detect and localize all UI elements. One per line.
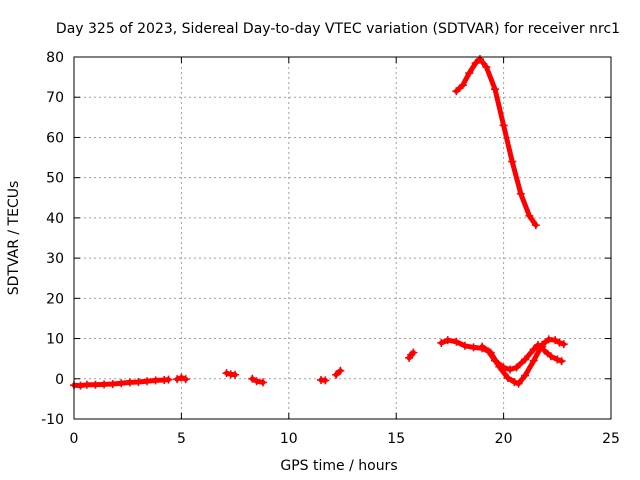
data-point — [475, 55, 484, 64]
series-trace — [453, 56, 539, 228]
plot-frame — [73, 56, 612, 420]
data-point — [452, 87, 461, 96]
data-point — [460, 341, 469, 350]
x-tick-label: 5 — [177, 431, 186, 447]
data-point — [469, 343, 478, 352]
data-point — [134, 377, 143, 386]
series-arc-1 — [70, 375, 173, 390]
data-point — [222, 369, 231, 378]
data-point — [538, 340, 547, 349]
data-point — [151, 376, 160, 385]
y-tick-label: 0 — [55, 372, 64, 388]
data-point — [491, 85, 500, 94]
data-point — [478, 342, 487, 351]
data-point — [465, 69, 474, 78]
data-point — [506, 365, 515, 374]
data-point — [173, 375, 182, 384]
data-point — [76, 381, 85, 390]
series-arc-9 — [452, 55, 540, 230]
data-point — [555, 338, 564, 347]
data-point — [516, 189, 525, 198]
data-point — [495, 362, 504, 371]
data-point — [437, 338, 446, 347]
data-point — [531, 221, 540, 230]
data-point — [252, 377, 261, 386]
y-tick-label: 40 — [46, 211, 64, 227]
y-tick-label: 80 — [46, 50, 64, 66]
y-tick-label: 60 — [46, 130, 64, 146]
series-arc-7 — [405, 348, 418, 362]
y-axis-label: SDTVAR / TECUs — [6, 181, 22, 296]
data-point — [551, 336, 560, 345]
x-axis-label: GPS time / hours — [280, 458, 397, 474]
data-point — [409, 348, 418, 357]
data-point — [181, 375, 190, 384]
series-arc-5 — [317, 375, 330, 385]
data-point — [91, 380, 100, 389]
y-tick-label: 10 — [46, 332, 64, 348]
data-point — [117, 379, 126, 388]
data-point — [332, 370, 341, 379]
y-tick-label: 30 — [46, 251, 64, 267]
data-point — [336, 366, 345, 375]
data-point — [557, 357, 566, 366]
data-point — [143, 377, 152, 386]
data-point — [82, 380, 91, 389]
series-arc-3 — [222, 369, 240, 379]
data-point — [521, 355, 530, 364]
data-point — [108, 380, 117, 389]
data-point — [512, 363, 521, 372]
chart-title: Day 325 of 2023, Sidereal Day-to-day VTE… — [56, 21, 620, 37]
y-tick-label: 50 — [46, 171, 64, 187]
axis-ticks: 0 5 10 15 20 25 -10 0 10 20 30 40 50 60 70 80 — [41, 50, 620, 447]
series-arc-10 — [478, 335, 568, 388]
data-point — [177, 373, 186, 382]
data-point — [471, 59, 480, 68]
x-tick-label: 0 — [70, 431, 79, 447]
data-point — [164, 375, 173, 384]
y-tick-label: 70 — [46, 90, 64, 106]
data-point — [514, 379, 523, 388]
data-point — [443, 336, 452, 345]
data-point — [529, 345, 538, 354]
data-point — [525, 211, 534, 220]
series-arc-6 — [332, 366, 345, 379]
series-arc-4 — [248, 374, 268, 387]
series-arc-11 — [540, 346, 566, 366]
data-point — [482, 63, 491, 72]
data-point — [499, 121, 508, 130]
data-point — [458, 81, 467, 90]
data-point — [452, 337, 461, 346]
data-point — [486, 348, 495, 357]
data-point — [559, 340, 568, 349]
series-arc-2 — [173, 373, 190, 384]
data-point — [248, 374, 257, 383]
data-point — [321, 376, 330, 385]
data-point — [540, 346, 549, 355]
data-point — [510, 377, 519, 386]
data-series — [70, 55, 568, 390]
x-tick-label: 15 — [387, 431, 405, 447]
data-point — [546, 352, 555, 361]
data-point — [529, 356, 538, 365]
data-point — [521, 371, 530, 380]
data-point — [100, 380, 109, 389]
data-point — [231, 370, 240, 379]
data-point — [125, 378, 134, 387]
x-tick-label: 10 — [280, 431, 298, 447]
data-point — [544, 335, 553, 344]
y-tick-label: -10 — [41, 412, 64, 428]
data-point — [259, 378, 268, 387]
data-point — [553, 355, 562, 364]
data-point — [508, 157, 517, 166]
x-tick-label: 20 — [495, 431, 513, 447]
y-tick-label: 20 — [46, 291, 64, 307]
data-point — [503, 373, 512, 382]
x-tick-label: 25 — [602, 431, 620, 447]
